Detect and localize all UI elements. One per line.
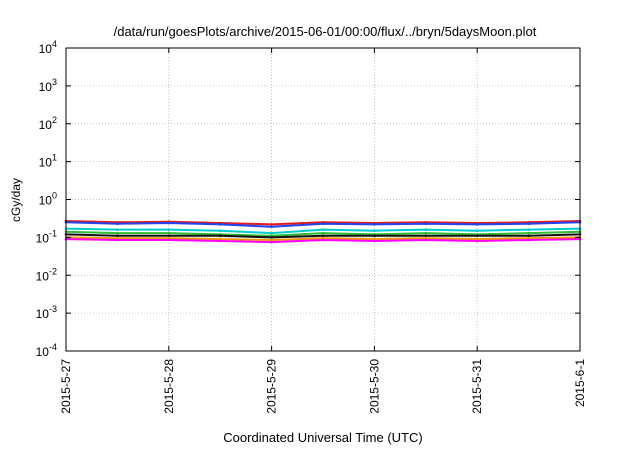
- series-7-point: [116, 238, 119, 242]
- y-tick-base: 10: [39, 118, 53, 132]
- series-6-point: [321, 236, 325, 240]
- y-tick-base: 10: [36, 231, 50, 245]
- series-4-point: [321, 231, 325, 235]
- series-6-point: [270, 238, 273, 242]
- y-tick-exponent: -1: [49, 228, 57, 238]
- grid-layer: [66, 48, 580, 351]
- series-6-point: [475, 237, 479, 241]
- series-5-point: [116, 234, 119, 238]
- series-2-point: [270, 225, 273, 229]
- series-layer: [64, 219, 582, 244]
- y-tick-exponent: 1: [52, 153, 57, 163]
- y-tick-label: 10-2: [36, 266, 57, 283]
- y-tick-label: 10-1: [36, 228, 57, 245]
- y-tick-exponent: -4: [49, 342, 57, 352]
- y-tick-base: 10: [39, 156, 53, 170]
- series-5-point: [475, 234, 479, 238]
- x-tick-label: 2015-5-27: [59, 359, 73, 414]
- y-tick-base: 10: [39, 42, 53, 56]
- series-2-point: [475, 223, 479, 226]
- y-tick-label: 10-3: [36, 304, 57, 321]
- x-tick-label: 2015-5-31: [470, 359, 484, 414]
- series-3-point: [475, 229, 479, 232]
- series-6-point: [424, 236, 428, 240]
- y-tick-base: 10: [39, 194, 53, 208]
- series-5-point: [527, 234, 530, 238]
- y-tick-label: 102: [39, 115, 57, 132]
- y-axis-label: cGy/day: [9, 178, 23, 222]
- series-7-point: [475, 239, 479, 243]
- series-2-point: [321, 222, 325, 225]
- y-tick-label: 103: [39, 77, 57, 94]
- series-6-point: [527, 236, 530, 240]
- y-tick-label: 101: [39, 153, 57, 170]
- series-4-point: [116, 231, 119, 235]
- series-7-point: [167, 238, 171, 242]
- series-4-point: [424, 231, 428, 235]
- axis-layer: 10410310210110010-110-210-310-42015-5-27…: [36, 39, 587, 414]
- series-7-point: [373, 239, 376, 243]
- series-3-point: [527, 228, 530, 231]
- y-tick-base: 10: [36, 307, 50, 321]
- series-2-point: [373, 223, 376, 226]
- series-3-point: [424, 228, 428, 231]
- series-3-point: [167, 228, 171, 231]
- series-7-point: [218, 239, 222, 243]
- series-2-point: [167, 221, 171, 225]
- y-tick-label: 104: [39, 39, 57, 56]
- series-6-point: [218, 237, 222, 241]
- series-3-point: [321, 228, 325, 231]
- y-tick-label: 100: [39, 191, 57, 208]
- series-5-point: [424, 234, 428, 238]
- series-2-point: [527, 222, 530, 225]
- series-5-point: [167, 234, 171, 238]
- series-3-point: [270, 231, 273, 235]
- series-7-point: [270, 240, 273, 244]
- y-tick-exponent: 4: [52, 39, 57, 49]
- y-tick-exponent: 3: [52, 77, 57, 87]
- series-7-point: [424, 238, 428, 242]
- y-tick-exponent: -3: [49, 304, 57, 314]
- x-tick-label: 2015-6-1: [573, 359, 587, 407]
- x-axis-label: Coordinated Universal Time (UTC): [223, 430, 422, 445]
- series-6-point: [116, 236, 119, 240]
- x-tick-label: 2015-5-28: [162, 359, 176, 414]
- y-tick-base: 10: [39, 80, 53, 94]
- x-tick-label: 2015-5-30: [367, 359, 381, 414]
- y-tick-label: 10-4: [36, 342, 57, 359]
- x-tick-label: 2015-5-29: [265, 359, 279, 414]
- y-tick-exponent: 0: [52, 191, 57, 201]
- y-tick-exponent: -2: [49, 266, 57, 276]
- series-5-point: [270, 236, 273, 239]
- y-tick-base: 10: [36, 345, 50, 359]
- series-6-point: [373, 237, 376, 241]
- series-2-point: [218, 223, 222, 226]
- series-2-point: [116, 222, 119, 225]
- plot-frame: [65, 47, 581, 352]
- series-3-point: [373, 229, 376, 232]
- series-7-point: [321, 238, 325, 242]
- series-6-point: [167, 236, 171, 240]
- series-5-point: [218, 234, 222, 238]
- chart-title: /data/run/goesPlots/archive/2015-06-01/0…: [114, 24, 537, 39]
- series-7-point: [527, 238, 530, 242]
- series-3-point: [218, 229, 222, 232]
- series-1-point: [270, 223, 273, 226]
- series-2-point: [424, 222, 428, 225]
- series-5-point: [321, 234, 325, 238]
- series-3-point: [116, 228, 119, 231]
- series-5-point: [373, 234, 376, 238]
- series-4-point: [527, 231, 530, 235]
- series-4-point: [167, 231, 171, 235]
- y-tick-exponent: 2: [52, 115, 57, 125]
- y-tick-base: 10: [36, 269, 50, 283]
